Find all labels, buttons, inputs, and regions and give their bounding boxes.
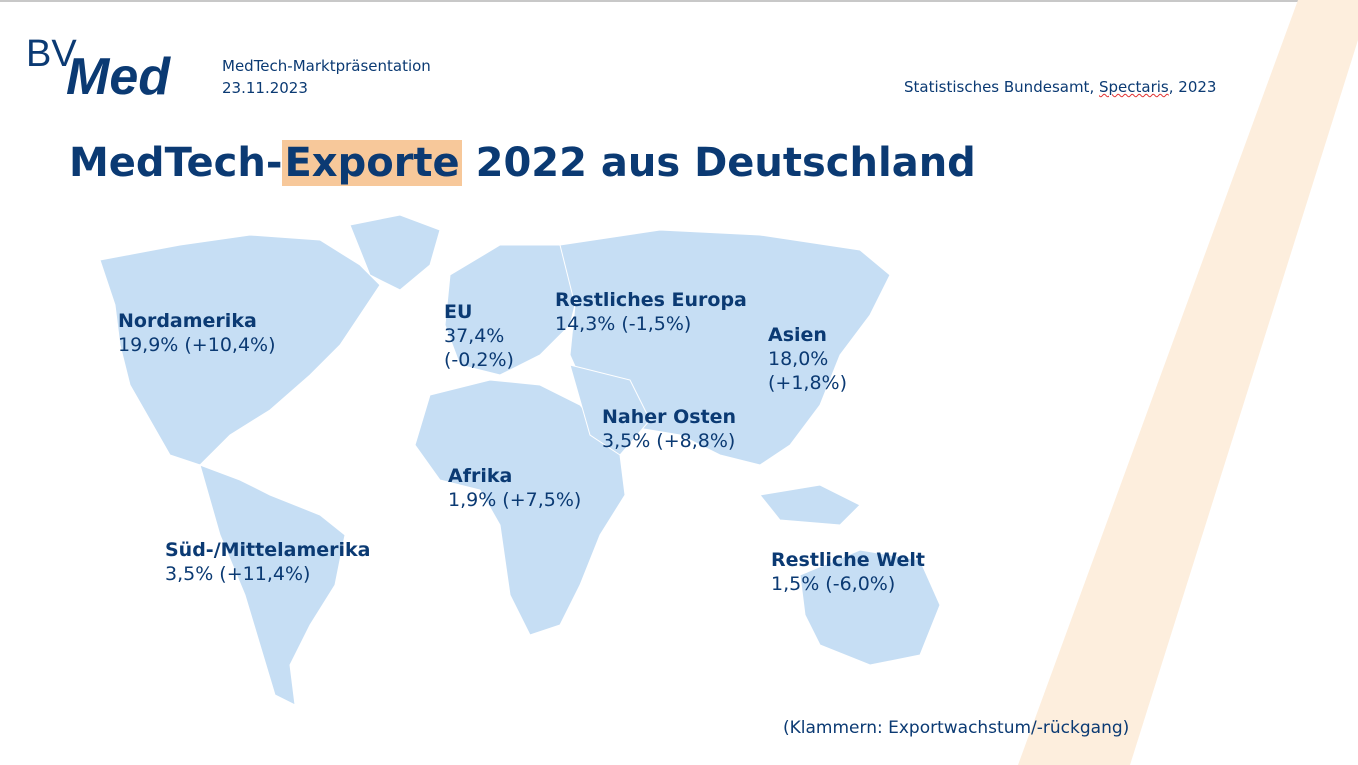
region-afrika: Afrika 1,9% (+7,5%) <box>448 464 581 512</box>
map-africa <box>414 379 626 636</box>
map-australia <box>799 549 941 666</box>
world-map <box>99 214 941 706</box>
region-restliches-europa: Restliches Europa 14,3% (-1,5%) <box>555 288 747 336</box>
region-name: Süd-/Mittelamerika <box>165 539 371 561</box>
presentation-title: MedTech-Marktpräsentation <box>222 57 431 75</box>
region-value: 3,5% (+8,8%) <box>602 430 736 452</box>
region-value: 19,9% (+10,4%) <box>118 334 276 356</box>
region-name: Naher Osten <box>602 406 737 428</box>
region-value: 3,5% (+11,4%) <box>165 563 311 585</box>
region-value: 18,0% <box>768 348 829 370</box>
region-name: Nordamerika <box>118 310 257 332</box>
region-name: Asien <box>768 324 827 346</box>
region-value: 14,3% (-1,5%) <box>555 313 692 335</box>
region-eu: EU 37,4% (-0,2%) <box>444 300 514 372</box>
title-highlight: Exporte <box>282 140 462 186</box>
region-name: Restliches Europa <box>555 289 747 311</box>
region-name: Afrika <box>448 465 513 487</box>
region-value: 1,9% (+7,5%) <box>448 489 582 511</box>
region-name: EU <box>444 301 473 323</box>
map-greenland <box>349 214 441 291</box>
region-name: Restliche Welt <box>771 549 925 571</box>
region-naher-osten: Naher Osten 3,5% (+8,8%) <box>602 405 736 453</box>
region-change: (+1,8%) <box>768 372 848 394</box>
presentation-meta: MedTech-Marktpräsentation 23.11.2023 <box>222 55 431 99</box>
region-asien: Asien 18,0% (+1,8%) <box>768 323 847 395</box>
top-border <box>0 0 1358 2</box>
map-south-america <box>199 464 346 706</box>
region-restliche-welt: Restliche Welt 1,5% (-6,0%) <box>771 548 925 596</box>
source-spectaris: Spectaris <box>1098 78 1169 96</box>
bvmed-logo: BV Med <box>26 33 171 98</box>
map-se-asia <box>759 484 861 526</box>
svg-text:Med: Med <box>66 48 171 98</box>
footnote: (Klammern: Exportwachstum/-rückgang) <box>783 718 1130 738</box>
region-value: 1,5% (-6,0%) <box>771 573 896 595</box>
region-nordamerika: Nordamerika 19,9% (+10,4%) <box>118 309 276 357</box>
region-sued-mittelamerika: Süd-/Mittelamerika 3,5% (+11,4%) <box>165 538 370 586</box>
region-change: (-0,2%) <box>444 349 514 371</box>
source-citation: Statistisches Bundesamt, Spectaris, 2023 <box>904 78 1216 96</box>
title-part1: MedTech- <box>69 140 283 186</box>
region-value: 37,4% <box>444 325 505 347</box>
source-suffix: , 2023 <box>1168 78 1217 96</box>
map-middle-east <box>569 364 651 456</box>
presentation-date: 23.11.2023 <box>222 79 308 97</box>
svg-text:BV: BV <box>26 33 77 75</box>
map-north-america <box>99 234 381 466</box>
page-title: MedTech-Exporte 2022 aus Deutschland <box>69 140 976 186</box>
title-part2: 2022 aus Deutschland <box>461 140 976 186</box>
map-europe <box>444 244 581 376</box>
source-prefix: Statistisches Bundesamt, <box>904 78 1099 96</box>
